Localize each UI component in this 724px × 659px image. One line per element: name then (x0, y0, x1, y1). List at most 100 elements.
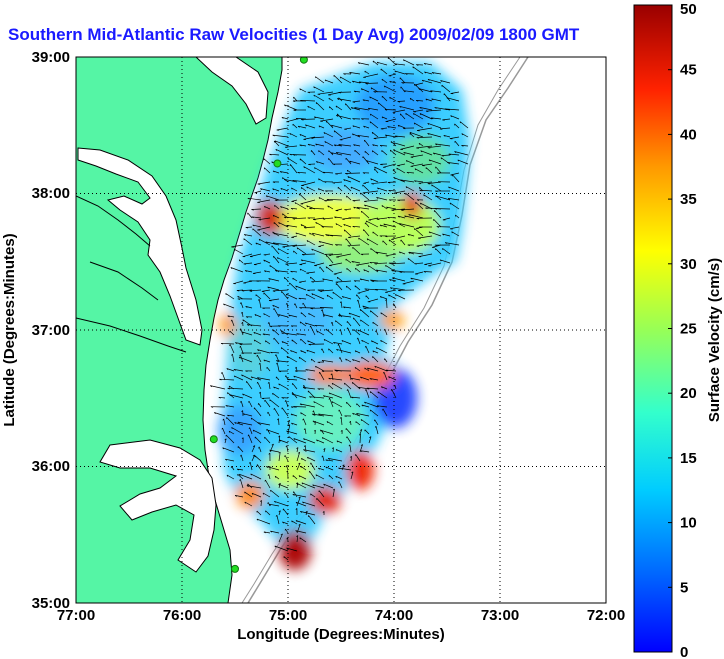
velocity-arrow (287, 420, 290, 426)
velocity-arrow (262, 333, 271, 336)
velocity-arrow (346, 195, 352, 201)
x-tick-label: 73:00 (481, 607, 519, 624)
velocity-arrow-head (385, 299, 387, 301)
velocity-arrow (293, 491, 298, 498)
velocity-arrow (295, 232, 307, 237)
river-york (89, 261, 159, 301)
velocity-arrow (419, 107, 433, 111)
velocity-arrow-head (326, 198, 330, 201)
velocity-arrow (228, 430, 235, 435)
velocity-arrow (257, 199, 271, 203)
velocity-arrow-head (251, 209, 254, 211)
velocity-arrow (268, 474, 271, 480)
velocity-arrow (226, 474, 235, 480)
velocity-arrow (245, 270, 253, 273)
velocity-arrow-head (267, 474, 270, 476)
velocity-arrow-head (420, 150, 423, 153)
velocity-arrow (351, 261, 361, 264)
velocity-arrow (254, 455, 262, 462)
velocity-arrow (345, 358, 352, 363)
velocity-arrow-head (307, 456, 309, 459)
velocity-arrow (406, 171, 415, 174)
velocity-arrow (450, 91, 460, 94)
velocity-arrow-head (309, 396, 312, 398)
velocity-arrow-head (236, 290, 240, 292)
velocity-arrow-head (299, 268, 302, 271)
velocity-arrow (299, 403, 316, 408)
velocity-arrow (355, 454, 361, 462)
velocity-arrow (428, 159, 442, 165)
velocity-arrow-head (250, 417, 253, 420)
velocity-arrow (369, 378, 379, 381)
velocity-arrow-head (300, 224, 303, 227)
velocity-arrow (349, 444, 352, 453)
velocity-arrow-head (336, 349, 339, 351)
colorbar-tick-label: 25 (680, 321, 697, 338)
velocity-arrow (346, 285, 352, 291)
velocity-arrow (309, 207, 325, 210)
velocity-arrow (407, 233, 415, 237)
velocity-arrow-head (341, 340, 344, 342)
velocity-arrow (328, 458, 343, 462)
velocity-arrow-head (284, 455, 286, 458)
velocity-arrow (375, 426, 379, 435)
velocity-arrow (366, 160, 379, 165)
velocity-arrow-head (390, 389, 393, 391)
velocity-arrow-head (323, 339, 326, 341)
velocity-arrow-head (297, 451, 300, 454)
velocity-arrow-head (326, 234, 329, 237)
velocity-arrow (381, 386, 388, 390)
velocity-arrow (296, 118, 307, 120)
velocity-arrow (409, 251, 424, 255)
velocity-arrow-head (230, 319, 233, 322)
velocity-arrow-head (240, 454, 242, 457)
velocity-arrow (430, 90, 442, 93)
velocity-arrow-head (423, 244, 427, 246)
velocity-arrow-head (300, 259, 303, 262)
velocity-arrow-head (272, 170, 275, 173)
velocity-arrow (278, 383, 289, 390)
velocity-arrow (326, 120, 334, 129)
velocity-arrow (241, 289, 253, 291)
velocity-arrow (377, 405, 388, 408)
velocity-arrow (300, 199, 316, 205)
velocity-arrow (356, 262, 370, 266)
velocity-arrow (387, 57, 397, 66)
velocity-arrow-head (247, 434, 249, 437)
velocity-arrow (435, 143, 451, 147)
velocity-arrow (281, 291, 289, 300)
velocity-arrow-head (323, 395, 326, 397)
velocity-arrow-head (274, 501, 276, 503)
velocity-arrow (285, 262, 298, 265)
velocity-arrow (347, 176, 361, 183)
velocity-arrow (254, 436, 262, 444)
velocity-arrow-head (333, 144, 337, 147)
velocity-arrow (260, 391, 262, 399)
velocity-arrow-head (442, 233, 445, 236)
velocity-arrow-head (343, 73, 346, 75)
velocity-arrow-head (406, 171, 410, 174)
velocity-arrow (368, 107, 379, 111)
velocity-arrow-head (323, 448, 326, 450)
velocity-arrow-head (387, 182, 391, 184)
velocity-arrow (399, 77, 406, 84)
velocity-arrow (328, 384, 334, 390)
velocity-arrow-head (443, 135, 446, 137)
velocity-arrow-head (242, 393, 244, 396)
velocity-arrow-head (383, 223, 386, 226)
velocity-arrow-head (360, 444, 363, 446)
velocity-arrow-head (404, 215, 407, 218)
velocity-arrow (274, 140, 289, 147)
velocity-arrow-head (444, 108, 447, 111)
velocity-arrow-head (249, 290, 253, 292)
velocity-arrow-head (360, 429, 363, 431)
velocity-arrow (266, 428, 271, 435)
velocity-arrow-head (402, 127, 406, 130)
velocity-arrow (277, 257, 289, 264)
velocity-arrow (391, 235, 406, 240)
velocity-arrow-head (360, 419, 362, 422)
velocity-arrow (234, 422, 244, 426)
velocity-arrow-head (287, 378, 290, 381)
velocity-arrow-head (315, 76, 317, 79)
